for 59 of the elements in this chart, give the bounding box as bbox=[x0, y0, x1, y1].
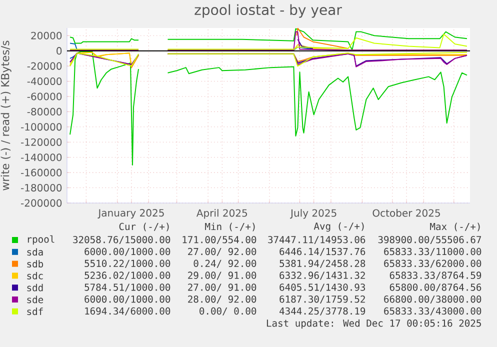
text: 5381.94/2458.28 bbox=[280, 260, 366, 268]
x-tick-label: October 2025 bbox=[372, 209, 440, 217]
text: 4344.25/3778.19 bbox=[280, 307, 366, 316]
text: 5510.22/1000.00 bbox=[84, 260, 170, 268]
chart-title: zpool iostat - by year bbox=[194, 4, 342, 18]
text: 1694.34/6000.00 bbox=[85, 307, 170, 316]
y-tick-label: -180000 bbox=[20, 184, 62, 192]
text: 6000.00/1000.00 bbox=[84, 248, 170, 256]
y-tick-label: 20000 bbox=[31, 32, 62, 40]
text: 27.00/ 92.00 bbox=[188, 248, 256, 256]
text: 5784.51/1000.00 bbox=[84, 284, 170, 292]
text: 65833.33/62000.00 bbox=[384, 260, 482, 268]
text: 65800.00/8764.56 bbox=[390, 284, 482, 292]
text: Last update: Wed Dec 17 00:05:16 2025 bbox=[266, 319, 481, 329]
y-tick-label: 0 bbox=[56, 47, 62, 55]
x-tick-label: April 2025 bbox=[196, 209, 247, 219]
text: 29.00/ 91.00 bbox=[188, 272, 256, 280]
text: 6446.14/1537.76 bbox=[280, 248, 366, 256]
y-tick-label: -20000 bbox=[27, 62, 62, 70]
legend-label: sdf bbox=[27, 308, 43, 316]
legend-label: sde bbox=[27, 296, 44, 304]
legend-label: rpool bbox=[28, 235, 54, 245]
y-tick-label: -200000 bbox=[20, 199, 62, 207]
text: 27.00/ 91.00 bbox=[188, 284, 256, 292]
text: Cur (-/+) bbox=[119, 222, 169, 232]
text: 398900.00/55506.67 bbox=[378, 236, 482, 244]
text: 37447.11/14953.06 bbox=[268, 236, 366, 244]
text: 28.00/ 92.00 bbox=[188, 295, 256, 304]
legend-label: sdd bbox=[27, 284, 43, 292]
x-tick-label: July 2025 bbox=[290, 209, 336, 219]
text: 6405.51/1430.93 bbox=[280, 284, 366, 292]
text: Avg (-/+) bbox=[314, 222, 364, 232]
text: 65833.33/43000.00 bbox=[384, 307, 482, 316]
y-tick-label: -160000 bbox=[20, 168, 62, 176]
text: 66800.00/38000.00 bbox=[384, 295, 482, 304]
legend-label: sda bbox=[27, 248, 43, 256]
legend-label: sdc bbox=[27, 272, 43, 280]
y-tick-label: -40000 bbox=[27, 77, 62, 86]
y-tick-label: -140000 bbox=[20, 154, 62, 162]
text: 6000.00/1000.00 bbox=[84, 295, 170, 304]
text: 32058.76/15000.00 bbox=[73, 236, 170, 244]
y-tick-label: -100000 bbox=[20, 123, 62, 131]
text: 0.24/ 92.00 bbox=[194, 260, 256, 268]
y-tick-label: -120000 bbox=[20, 138, 62, 146]
y-tick-label: -80000 bbox=[27, 108, 62, 116]
text: Min (-/+) bbox=[205, 222, 255, 232]
text: 6187.30/1759.52 bbox=[280, 295, 365, 304]
text: 5236.02/1000.00 bbox=[84, 272, 170, 280]
y-axis-title: write (-) / read (+) KBytes/s bbox=[0, 40, 12, 190]
text: 65833.33/11000.00 bbox=[384, 248, 482, 256]
text: 171.00/554.00 bbox=[182, 236, 256, 244]
text: 6332.96/1431.32 bbox=[280, 272, 365, 280]
text: 65833.33/8764.59 bbox=[390, 272, 482, 280]
text: Max (-/+) bbox=[430, 222, 480, 232]
line-series bbox=[296, 28, 349, 50]
y-tick-label: -60000 bbox=[27, 92, 62, 100]
x-tick-label: January 2025 bbox=[98, 209, 164, 219]
legend-label: sdb bbox=[27, 260, 44, 268]
text: 0.00/ 0.00 bbox=[200, 307, 256, 316]
